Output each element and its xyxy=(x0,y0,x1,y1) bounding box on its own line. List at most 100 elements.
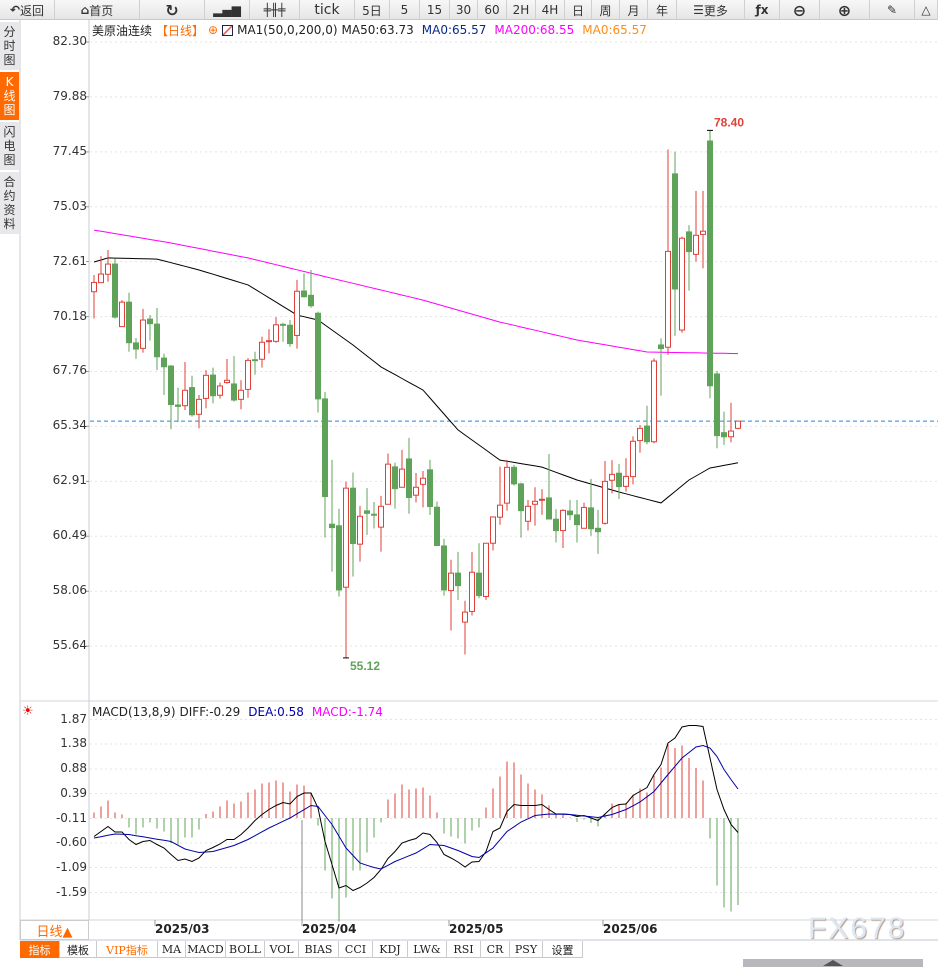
candle-body xyxy=(581,506,587,529)
indicator-settings-icon[interactable]: ☀ xyxy=(22,704,34,719)
candle-body xyxy=(231,383,237,401)
candle-body xyxy=(336,525,342,591)
indicator-tab-设置[interactable]: 设置 xyxy=(543,941,583,958)
candle-body xyxy=(273,324,279,342)
candle-body xyxy=(707,140,713,387)
candle-body xyxy=(630,440,636,478)
candle-body xyxy=(413,486,419,496)
candle-body xyxy=(623,475,629,487)
sidebar-tab-contract-info[interactable]: 合约资料 xyxy=(0,172,19,236)
indicator-tab-boll[interactable]: BOLL xyxy=(226,941,265,958)
candle-body xyxy=(455,572,461,587)
zoom-in-button[interactable]: ⊕ xyxy=(820,0,870,20)
function-icon: ƒx xyxy=(755,3,769,17)
indicator-tab-ma[interactable]: MA xyxy=(158,941,186,958)
toolbar-button-日[interactable]: 日 xyxy=(565,0,592,20)
scrollbar[interactable] xyxy=(743,959,923,967)
indicator-tab-rsi[interactable]: RSI xyxy=(447,941,481,958)
y-tick-label: 60.49 xyxy=(52,528,87,543)
candle-body xyxy=(210,374,216,397)
sidebar-tab-kline[interactable]: K线图 xyxy=(0,72,19,122)
sidebar-tab-time-share[interactable]: 分时图 xyxy=(0,22,19,72)
y-tick-label: 79.88 xyxy=(52,88,87,103)
candle-body xyxy=(700,230,706,235)
y-tick-label: -1.09 xyxy=(55,859,87,874)
toolbar-button-30[interactable]: 30 xyxy=(450,0,478,20)
candle-body xyxy=(609,473,615,481)
toolbar: ↶ 返回 ⌂ 首页 ↻ ▂▄▆ ╪╫╪ tick 5日 5 15 30 60 2H 4H 日周月年 ☰ 更多 ƒx ⊖… xyxy=(0,0,938,20)
candle-body xyxy=(511,466,517,485)
indicator-tab-macd[interactable]: MACD xyxy=(186,941,226,958)
candle-body xyxy=(693,234,699,255)
refresh-button[interactable]: ↻ xyxy=(140,0,205,20)
toolbar-button-5[interactable]: 5 xyxy=(390,0,420,20)
pen-button[interactable]: ✎ xyxy=(870,0,915,20)
candlestick-button[interactable]: ╪╫╪ xyxy=(250,0,300,20)
indicator-tab-lw&[interactable]: LW& xyxy=(408,941,447,958)
candle-body xyxy=(448,572,454,592)
candle-body xyxy=(714,373,720,437)
indicator-tab-bias[interactable]: BIAS xyxy=(299,941,339,958)
indicator-tab-kdj[interactable]: KDJ xyxy=(373,941,408,958)
candle-body xyxy=(651,360,657,443)
indicator-tab-cci[interactable]: CCI xyxy=(339,941,373,958)
candle-body xyxy=(525,505,531,522)
candle-body xyxy=(287,324,293,345)
toolbar-button-60[interactable]: 60 xyxy=(478,0,507,20)
dea-line xyxy=(93,744,739,870)
candle-body xyxy=(182,389,188,407)
scroll-up-icon[interactable] xyxy=(823,960,843,966)
indicator-tab-vip指标[interactable]: VIP指标 xyxy=(97,941,158,958)
bar-chart-icon: ▂▄▆ xyxy=(213,3,241,17)
toolbar-button-返回[interactable]: ↶ 返回 xyxy=(0,0,55,20)
indicator-tab-cr[interactable]: CR xyxy=(481,941,510,958)
function-button[interactable]: ƒx xyxy=(745,0,780,20)
candle-body xyxy=(203,374,209,399)
y-tick-label: 72.61 xyxy=(52,253,87,268)
y-tick-label: -1.59 xyxy=(55,884,87,899)
sidebar-tab-flash[interactable]: 闪电图 xyxy=(0,122,19,172)
candle-body xyxy=(735,420,741,429)
candle-body xyxy=(490,516,496,544)
candle-body xyxy=(532,500,538,505)
ma-setting[interactable]: MA1(50,0,200,0) xyxy=(237,23,338,37)
period-label: 【日线】 xyxy=(156,23,205,38)
indicator-tab-vol[interactable]: VOL xyxy=(265,941,299,958)
toolbar-button-首页[interactable]: ⌂ 首页 xyxy=(55,0,140,20)
y-tick-label: -0.11 xyxy=(55,810,87,825)
watermark-logo: FX678 xyxy=(808,912,907,945)
toolbar-label: 4H xyxy=(541,3,559,17)
refresh-icon: ↻ xyxy=(165,0,179,20)
period-selector[interactable]: 日线▲ xyxy=(20,920,89,940)
toolbar-button-2H[interactable]: 2H xyxy=(507,0,536,20)
candle-body xyxy=(385,463,391,505)
ma0-value-2: MA0:65.57 xyxy=(582,23,647,37)
indicator-tab-模板[interactable]: 模板 xyxy=(60,941,97,958)
toolbar-button-5日[interactable]: 5日 xyxy=(355,0,390,20)
zoom-out-button[interactable]: ⊖ xyxy=(780,0,820,20)
ma-setting-icon[interactable] xyxy=(222,24,234,36)
toolbar-button-年[interactable]: 年 xyxy=(648,0,677,20)
toolbar-label: 5日 xyxy=(362,3,382,18)
candle-body xyxy=(91,281,97,293)
indicator-tab-指标[interactable]: 指标 xyxy=(20,941,60,958)
toolbar-button-tick[interactable]: tick xyxy=(300,0,355,20)
bar-chart-button[interactable]: ▂▄▆ xyxy=(205,0,250,20)
toolbar-button-月[interactable]: 月 xyxy=(620,0,648,20)
candle-body xyxy=(301,290,307,298)
x-tick-label: 2025/06 xyxy=(603,922,658,936)
toolbar-button-15[interactable]: 15 xyxy=(420,0,450,20)
macd-legend: MACD(13,8,9) DIFF:-0.29 DEA:0.58 MACD:-1… xyxy=(92,705,383,719)
toolbar-button-周[interactable]: 周 xyxy=(592,0,620,20)
candle-body xyxy=(147,318,153,325)
y-tick-label: 58.06 xyxy=(52,583,87,598)
toolbar-button-4H[interactable]: 4H xyxy=(536,0,565,20)
y-tick-label: 62.91 xyxy=(52,473,87,488)
candle-body xyxy=(672,173,678,290)
candle-body xyxy=(112,263,118,318)
toolbar-button-更多[interactable]: ☰ 更多 xyxy=(677,0,745,20)
add-icon[interactable]: ⊕ xyxy=(208,23,219,37)
indicator-tab-psy[interactable]: PSY xyxy=(510,941,543,958)
y-tick-label: -0.60 xyxy=(55,835,87,849)
